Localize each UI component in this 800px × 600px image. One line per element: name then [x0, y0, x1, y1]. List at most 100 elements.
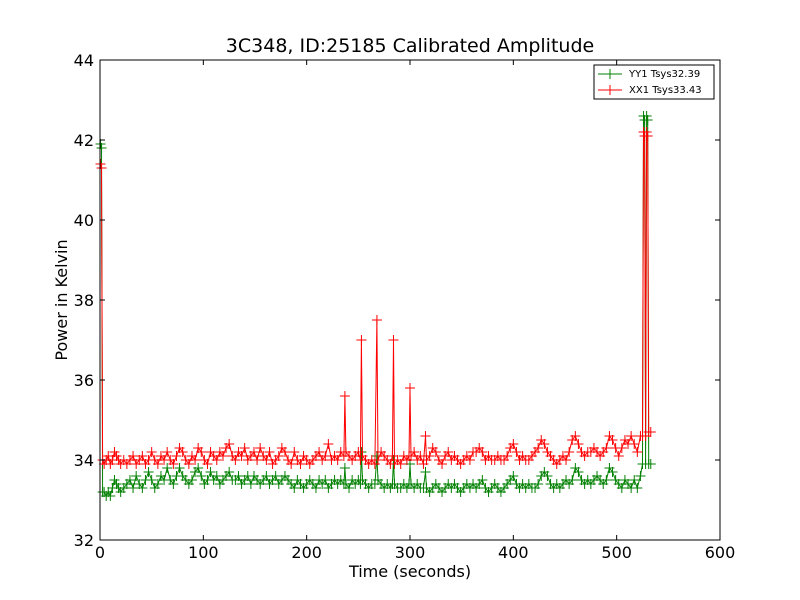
data-point [137, 483, 148, 493]
data-point [137, 451, 148, 461]
data-point [289, 447, 300, 457]
data-point [323, 439, 334, 449]
data-point [205, 467, 216, 477]
data-point [211, 471, 222, 481]
data-point [613, 451, 624, 461]
data-point [502, 451, 513, 461]
data-point [339, 463, 350, 473]
data-point [443, 447, 454, 457]
data-point [233, 471, 244, 481]
data-point [570, 431, 581, 441]
data-point [190, 455, 201, 465]
data-point [642, 115, 653, 125]
data-point [641, 111, 652, 121]
data-point [196, 471, 207, 481]
data-point [477, 447, 488, 457]
data-point [177, 447, 188, 457]
data-point [168, 459, 179, 469]
data-point [162, 463, 173, 473]
data-point [320, 451, 331, 461]
data-point [511, 447, 522, 457]
axis-ticks: 0 100 200 300 400 500 600 32 34 36 38 40 42 44 [74, 51, 736, 562]
data-point [131, 471, 142, 481]
data-point [171, 451, 182, 461]
data-point [152, 459, 163, 469]
data-point [424, 451, 435, 461]
y-tick-label: 44 [74, 51, 94, 70]
data-point [320, 475, 331, 485]
legend-marker-yy1 [605, 69, 615, 79]
data-point [477, 475, 488, 485]
data-point [193, 463, 204, 473]
data-point [202, 459, 213, 469]
data-point [95, 139, 106, 149]
y-axis-label: Power in Kelvin [52, 239, 71, 360]
data-point [146, 447, 157, 457]
data-point [96, 143, 107, 153]
data-point [607, 435, 618, 445]
data-point [314, 447, 325, 457]
data-point [224, 467, 235, 477]
data-point [437, 459, 448, 469]
data-point [372, 455, 383, 465]
data-point [96, 163, 107, 173]
legend-box [593, 64, 715, 100]
data-point [273, 451, 284, 461]
data-point [224, 439, 235, 449]
data-point [356, 335, 367, 345]
legend-label-yy1: YY1 Tsys32.39 [628, 69, 700, 80]
data-point [573, 439, 584, 449]
data-point [632, 483, 643, 493]
x-tick-label: 600 [705, 543, 736, 562]
data-point [601, 475, 612, 485]
data-point [409, 447, 420, 457]
series-line [100, 115, 651, 498]
data-point [339, 391, 350, 401]
data-point [401, 455, 412, 465]
x-tick-label: 300 [395, 543, 426, 562]
data-point [236, 451, 247, 461]
data-point [635, 471, 646, 481]
series-line [100, 131, 651, 466]
data-point [371, 315, 382, 325]
data-point [616, 483, 627, 493]
data-point [388, 335, 399, 345]
data-point [252, 455, 263, 465]
series-xx1 [95, 127, 656, 469]
data-point [295, 459, 306, 469]
data-point [310, 483, 321, 493]
data-point [196, 447, 207, 457]
y-tick-label: 38 [74, 291, 94, 310]
data-point [183, 459, 194, 469]
y-tick-label: 34 [74, 451, 94, 470]
data-point [616, 443, 627, 453]
data-point [186, 475, 197, 485]
data-point [573, 467, 584, 477]
data-point [430, 447, 441, 457]
data-point [464, 455, 475, 465]
data-point [255, 443, 266, 453]
data-point [405, 383, 415, 393]
legend-label-xx1: XX1 Tsys33.43 [629, 85, 702, 96]
data-point [95, 159, 106, 169]
x-tick-label: 500 [601, 543, 632, 562]
data-point [168, 479, 179, 489]
data-point [152, 479, 163, 489]
data-point [174, 463, 185, 473]
data-point [245, 479, 256, 489]
data-point [332, 455, 343, 465]
y-tick-label: 42 [74, 131, 94, 150]
data-point [105, 459, 116, 469]
data-point [642, 131, 653, 141]
legend-marker-xx1 [605, 85, 615, 95]
data-point [626, 431, 637, 441]
series-yy1 [95, 111, 656, 501]
data-point [143, 467, 154, 477]
data-point [109, 447, 120, 457]
data-point [162, 447, 173, 457]
data-point [124, 475, 135, 485]
y-tick-label: 40 [74, 211, 94, 230]
data-point [103, 487, 114, 497]
data-point [601, 443, 612, 453]
